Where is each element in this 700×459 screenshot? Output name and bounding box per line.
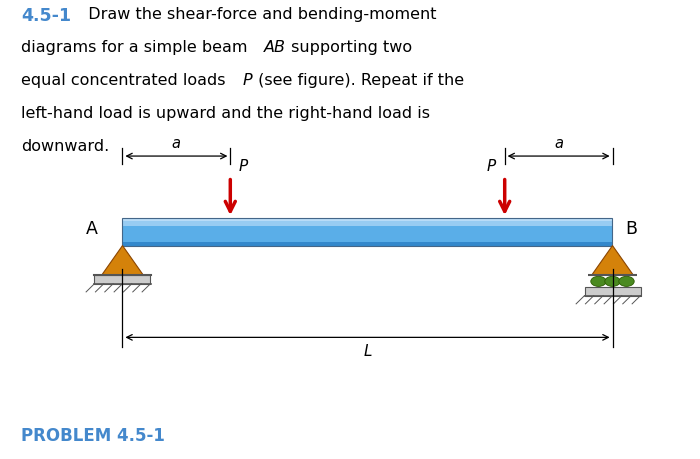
Text: A: A (86, 220, 98, 239)
Text: P: P (487, 159, 496, 174)
Bar (94, 275, 150, 284)
Text: left-hand load is upward and the right-hand load is: left-hand load is upward and the right-h… (21, 106, 430, 121)
Circle shape (605, 276, 620, 286)
Bar (122, 218, 612, 226)
Circle shape (619, 276, 634, 286)
Circle shape (591, 276, 606, 286)
Bar (122, 242, 612, 246)
Polygon shape (592, 246, 634, 275)
Text: supporting two: supporting two (286, 40, 412, 55)
Text: P: P (239, 159, 248, 174)
Text: P: P (242, 73, 252, 88)
Text: B: B (625, 220, 637, 239)
Text: downward.: downward. (21, 139, 109, 154)
Polygon shape (102, 246, 144, 275)
Text: diagrams for a simple beam: diagrams for a simple beam (21, 40, 253, 55)
Text: 4.5-1: 4.5-1 (21, 7, 71, 25)
Text: a: a (172, 135, 181, 151)
Text: Draw the shear-force and bending-moment: Draw the shear-force and bending-moment (78, 7, 437, 22)
Bar (584, 287, 640, 296)
Bar (122, 218, 612, 246)
Bar (122, 221, 612, 242)
Text: L: L (363, 344, 372, 359)
Text: equal concentrated loads: equal concentrated loads (21, 73, 230, 88)
Text: PROBLEM 4.5-1: PROBLEM 4.5-1 (21, 427, 165, 445)
Text: (see figure). Repeat if the: (see figure). Repeat if the (253, 73, 464, 88)
Text: AB: AB (264, 40, 286, 55)
Text: a: a (554, 135, 563, 151)
